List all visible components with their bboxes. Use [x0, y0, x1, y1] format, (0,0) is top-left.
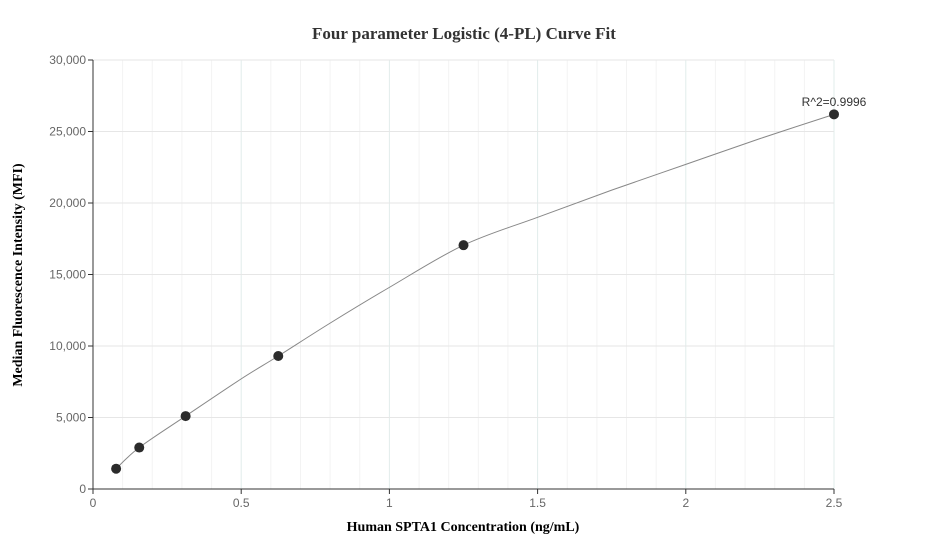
y-axis-title: Median Fluorescence Intensity (MFI) — [11, 163, 26, 387]
x-tick-label: 0.5 — [233, 496, 250, 510]
chart-title: Four parameter Logistic (4-PL) Curve Fit — [312, 24, 616, 43]
data-points — [111, 109, 839, 474]
grid — [93, 59, 835, 489]
x-tick-label: 1 — [386, 496, 393, 510]
fit-curve-line — [115, 113, 835, 470]
r-squared-annotation: R^2=0.9996 — [802, 95, 867, 109]
x-axis-title: Human SPTA1 Concentration (ng/mL) — [347, 520, 580, 535]
y-tick-label: 25,000 — [49, 125, 86, 139]
data-point — [180, 411, 191, 422]
x-tick-label: 2 — [682, 496, 689, 510]
y-tick-label: 10,000 — [49, 339, 86, 353]
y-tick-label: 20,000 — [49, 196, 86, 210]
fit-curve — [115, 113, 835, 470]
data-point — [458, 240, 469, 251]
y-tick-label: 5,000 — [56, 411, 86, 425]
data-point — [111, 463, 122, 474]
data-point — [829, 109, 839, 120]
x-tick-label: 1.5 — [529, 496, 546, 510]
y-tick-label: 30,000 — [49, 53, 86, 67]
x-axis-ticks: 0 0.5 1 1.5 2 2.5 — [90, 489, 843, 510]
x-tick-label: 2.5 — [826, 496, 843, 510]
data-point — [134, 442, 145, 453]
y-axis-ticks: 0 5,000 10,000 15,000 20,000 25,000 30,000 — [49, 53, 93, 496]
x-tick-label: 0 — [90, 496, 97, 510]
data-point — [273, 351, 284, 362]
y-tick-label: 0 — [79, 482, 86, 496]
y-tick-label: 15,000 — [49, 268, 86, 282]
